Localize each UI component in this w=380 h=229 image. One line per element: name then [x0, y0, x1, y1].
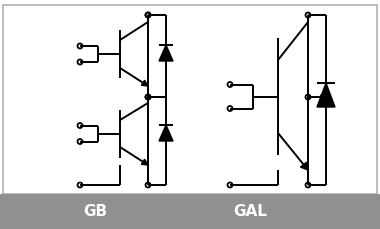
Text: GB: GB: [83, 204, 107, 218]
Polygon shape: [159, 45, 173, 61]
Polygon shape: [141, 159, 148, 165]
Polygon shape: [141, 80, 148, 86]
Polygon shape: [317, 83, 335, 107]
Text: GAL: GAL: [233, 204, 267, 218]
Bar: [3, 5, 377, 194]
Polygon shape: [301, 162, 308, 170]
Bar: [0, 194, 380, 229]
Polygon shape: [159, 125, 173, 141]
